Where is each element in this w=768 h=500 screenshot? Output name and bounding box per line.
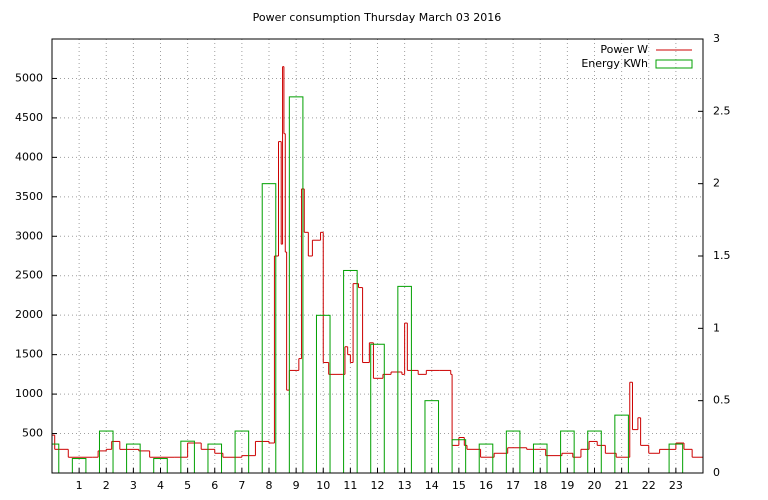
energy-box <box>180 440 195 473</box>
y-tick-label: 2000 <box>15 308 43 321</box>
y-tick-label: 5000 <box>15 71 43 84</box>
x-tick-label: 14 <box>425 479 439 492</box>
x-tick-label: 5 <box>184 479 191 492</box>
x-tick-label: 9 <box>293 479 300 492</box>
energy-box <box>261 183 277 473</box>
energy-box <box>370 343 385 473</box>
x-tick-label: 18 <box>533 479 547 492</box>
energy-box <box>52 443 60 473</box>
x-tick-label: 3 <box>130 479 137 492</box>
x-tick-label: 13 <box>398 479 412 492</box>
x-tick-label: 22 <box>642 479 656 492</box>
x-tick-label: 12 <box>371 479 385 492</box>
x-tick-label: 19 <box>560 479 574 492</box>
x-tick-label: 4 <box>157 479 164 492</box>
x-tick-label: 16 <box>479 479 493 492</box>
y-tick-label: 4500 <box>15 111 43 124</box>
legend-label: Energy KWh <box>581 57 648 70</box>
energy-box <box>126 443 141 473</box>
x-tick-label: 23 <box>669 479 683 492</box>
grid <box>52 39 703 473</box>
y2-tick-label: 1 <box>713 321 720 334</box>
x-tick-label: 17 <box>506 479 520 492</box>
y-tick-label: 2500 <box>15 269 43 282</box>
y-tick-label: 4000 <box>15 150 43 163</box>
chart-title: Power consumption Thursday March 03 2016 <box>253 11 502 24</box>
x-tick-label: 20 <box>588 479 602 492</box>
y2-tick-label: 0.5 <box>713 394 731 407</box>
energy-box <box>478 443 494 473</box>
energy-box <box>560 430 575 473</box>
energy-box <box>532 443 548 473</box>
energy-box <box>207 443 223 473</box>
x-tick-label: 6 <box>211 479 218 492</box>
energy-box <box>343 269 358 473</box>
y-tick-label: 1500 <box>15 348 43 361</box>
y2-tick-label: 1.5 <box>713 249 731 262</box>
x-tick-label: 11 <box>343 479 357 492</box>
energy-box <box>234 430 250 473</box>
x-tick-label: 15 <box>452 479 466 492</box>
x-tick-label: 10 <box>316 479 330 492</box>
energy-box <box>587 430 602 473</box>
y2-tick-label: 3 <box>713 32 720 45</box>
y2-tick-label: 2.5 <box>713 104 731 117</box>
energy-box <box>505 430 521 473</box>
y-tick-label: 3500 <box>15 190 43 203</box>
x-tick-label: 2 <box>103 479 110 492</box>
y-tick-label: 500 <box>22 427 43 440</box>
y-tick-label: 1000 <box>15 387 43 400</box>
y2-tick-label: 2 <box>713 177 720 190</box>
x-tick-label: 7 <box>238 479 245 492</box>
x-tick-label: 8 <box>266 479 273 492</box>
energy-box <box>668 443 684 473</box>
x-tick-label: 21 <box>615 479 629 492</box>
plot-area <box>52 66 703 473</box>
energy-box <box>98 430 114 473</box>
y-tick-label: 3000 <box>15 229 43 242</box>
energy-box <box>397 285 412 473</box>
x-tick-label: 1 <box>76 479 83 492</box>
legend-swatch <box>655 59 693 69</box>
legend-label: Power W <box>600 43 648 56</box>
energy-box <box>288 96 304 473</box>
y2-tick-label: 0 <box>713 466 720 479</box>
axes: 1 2 3 4 5 6 7 8 9 10 11 12 13 14 15 16 17 18 19 20 21 22 23500… <box>15 32 731 492</box>
